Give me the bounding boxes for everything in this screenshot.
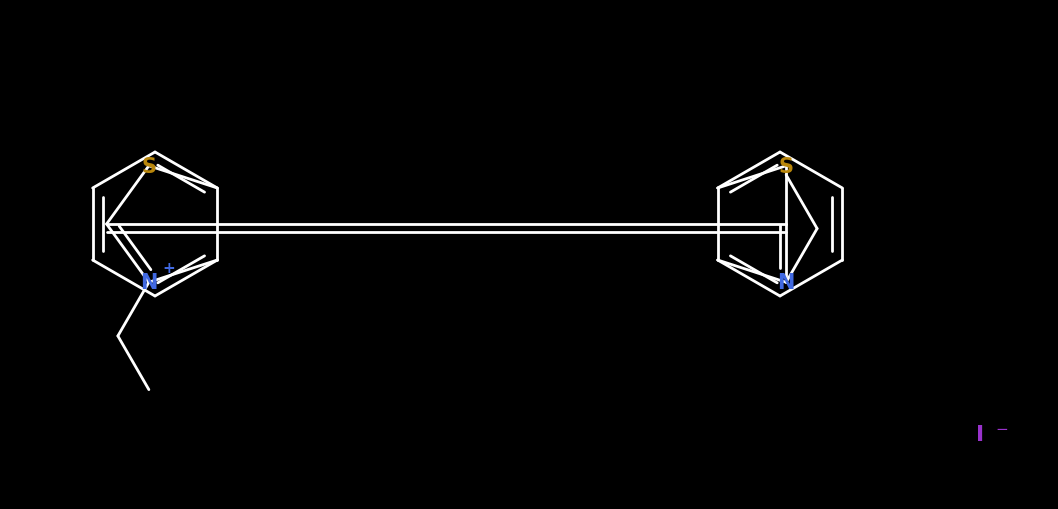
Text: −: − — [996, 421, 1008, 437]
Text: S: S — [142, 156, 157, 177]
Text: S: S — [779, 156, 794, 177]
Text: N: N — [141, 273, 158, 293]
Text: I: I — [975, 424, 984, 444]
Text: +: + — [163, 260, 176, 275]
Text: N: N — [778, 273, 795, 293]
